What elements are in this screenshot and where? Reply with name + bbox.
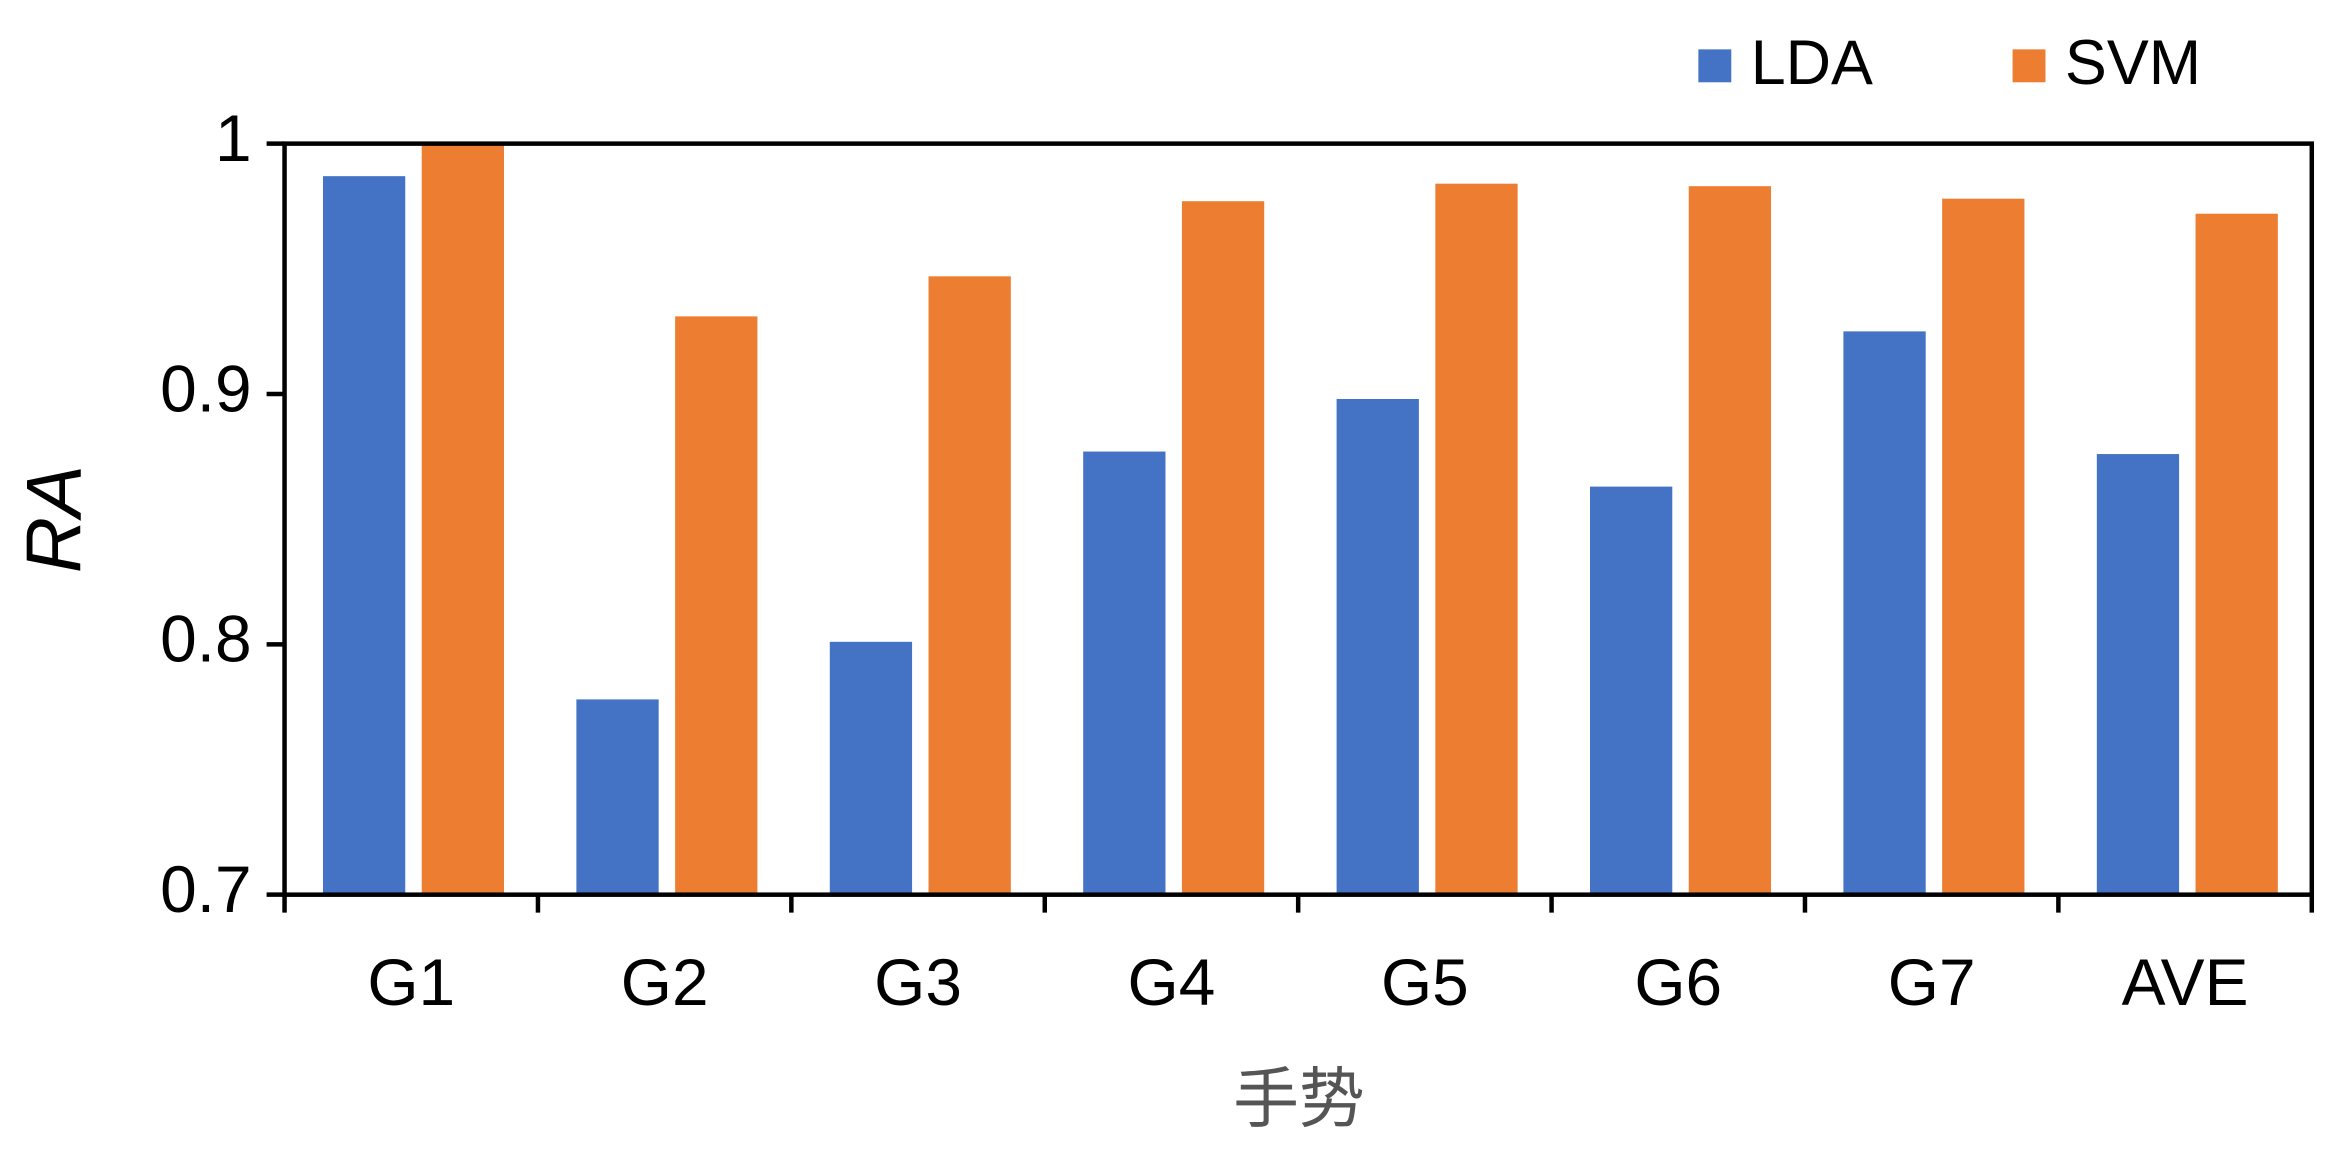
x-tick-label: G7 (1888, 945, 1976, 1019)
bar (1688, 186, 1772, 895)
legend-label: SVM (2065, 28, 2201, 98)
x-tick-label: G2 (621, 945, 709, 1019)
bar (1843, 331, 1926, 895)
bar (1435, 183, 1518, 895)
x-tick-label: G3 (874, 945, 962, 1019)
y-tick-label: 0.9 (160, 351, 252, 425)
x-tick-label: G4 (1128, 945, 1216, 1019)
x-tick-label: G1 (367, 945, 455, 1019)
legend-swatch (2012, 49, 2046, 83)
bar (2195, 213, 2278, 895)
bar (421, 143, 505, 895)
y-axis-label: RA (12, 465, 98, 573)
x-axis-label: 手势 (1233, 1062, 1365, 1136)
bar (928, 276, 1011, 895)
y-tick-label: 1 (215, 101, 252, 175)
y-tick-label: 0.7 (160, 852, 252, 926)
bar (1590, 486, 1673, 895)
legend-label: LDA (1751, 28, 1873, 98)
bar (2096, 454, 2180, 895)
x-tick-label: G6 (1634, 945, 1722, 1019)
bar (1336, 398, 1419, 895)
bar (322, 176, 406, 895)
x-tick-label: AVE (2122, 945, 2249, 1019)
bar (1181, 201, 1265, 895)
bar (675, 316, 758, 895)
x-tick-label: G5 (1381, 945, 1469, 1019)
y-tick-label: 0.8 (160, 602, 252, 676)
legend-swatch (1698, 49, 1732, 83)
bar (1083, 451, 1166, 895)
plot-frame (282, 141, 2315, 897)
bar (1942, 198, 2025, 895)
bar (829, 641, 913, 895)
bar (576, 699, 659, 895)
